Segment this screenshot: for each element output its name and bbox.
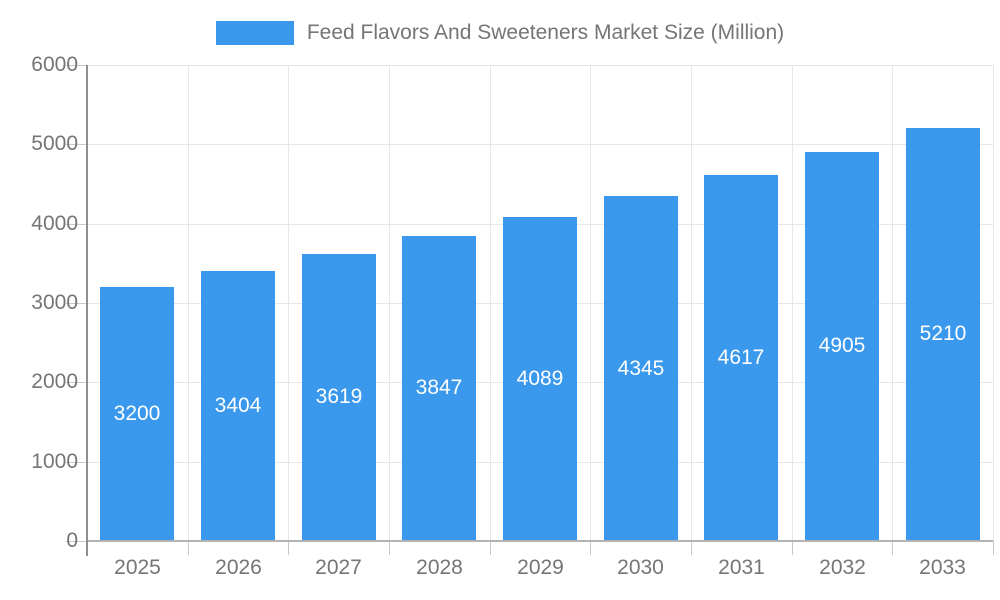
x-gridline xyxy=(892,65,893,541)
x-tick xyxy=(892,541,893,555)
chart-legend: Feed Flavors And Sweeteners Market Size … xyxy=(0,20,1000,46)
bar xyxy=(906,128,980,541)
y-gridline xyxy=(87,65,993,66)
x-axis-label: 2032 xyxy=(819,556,866,579)
x-gridline xyxy=(792,65,793,541)
x-gridline xyxy=(389,65,390,541)
bar xyxy=(302,254,376,541)
y-axis-label: 0 xyxy=(66,529,78,552)
x-tick xyxy=(993,541,994,555)
x-axis-line xyxy=(87,540,993,542)
bar-value-label: 3619 xyxy=(315,385,363,408)
x-axis-label: 2029 xyxy=(517,556,564,579)
x-gridline xyxy=(691,65,692,541)
y-tick xyxy=(66,224,87,225)
bar xyxy=(402,236,476,541)
x-tick xyxy=(792,541,793,555)
y-axis-label: 3000 xyxy=(31,291,78,314)
bar-value-label: 4345 xyxy=(617,357,665,380)
x-gridline xyxy=(188,65,189,541)
x-gridline xyxy=(993,65,994,541)
bar-value-label: 3847 xyxy=(415,376,463,399)
x-tick xyxy=(590,541,591,555)
y-gridline xyxy=(87,144,993,145)
bar-value-label: 3404 xyxy=(214,394,262,417)
bar xyxy=(100,287,174,541)
y-tick xyxy=(66,303,87,304)
y-axis-label: 6000 xyxy=(31,53,78,76)
y-tick xyxy=(66,65,87,66)
x-axis-label: 2033 xyxy=(919,556,966,579)
x-tick xyxy=(288,541,289,555)
bar-value-label: 5210 xyxy=(919,322,967,345)
y-axis-line xyxy=(86,65,88,556)
bar-value-label: 4089 xyxy=(516,367,564,390)
y-axis-label: 1000 xyxy=(31,450,78,473)
x-tick xyxy=(389,541,390,555)
y-tick xyxy=(66,144,87,145)
x-axis-label: 2026 xyxy=(215,556,262,579)
x-gridline xyxy=(288,65,289,541)
x-axis-label: 2028 xyxy=(416,556,463,579)
y-axis-label: 5000 xyxy=(31,132,78,155)
x-tick xyxy=(490,541,491,555)
bar xyxy=(503,217,577,541)
y-tick xyxy=(66,462,87,463)
y-axis-label: 4000 xyxy=(31,212,78,235)
x-axis-label: 2025 xyxy=(114,556,161,579)
x-tick xyxy=(188,541,189,555)
x-gridline xyxy=(490,65,491,541)
x-gridline xyxy=(590,65,591,541)
bar xyxy=(805,152,879,541)
x-tick xyxy=(691,541,692,555)
bar xyxy=(704,175,778,541)
x-axis-label: 2031 xyxy=(718,556,765,579)
x-axis-label: 2030 xyxy=(617,556,664,579)
bar xyxy=(201,271,275,541)
bar-value-label: 4905 xyxy=(818,334,866,357)
bar-value-label: 4617 xyxy=(717,346,765,369)
y-tick xyxy=(66,382,87,383)
y-axis-label: 2000 xyxy=(31,370,78,393)
x-axis-label: 2027 xyxy=(315,556,362,579)
bar-value-label: 3200 xyxy=(113,402,161,425)
chart-title: Feed Flavors And Sweeteners Market Size … xyxy=(306,21,785,44)
legend-swatch xyxy=(215,21,294,45)
bar xyxy=(604,196,678,541)
y-tick xyxy=(66,541,87,542)
